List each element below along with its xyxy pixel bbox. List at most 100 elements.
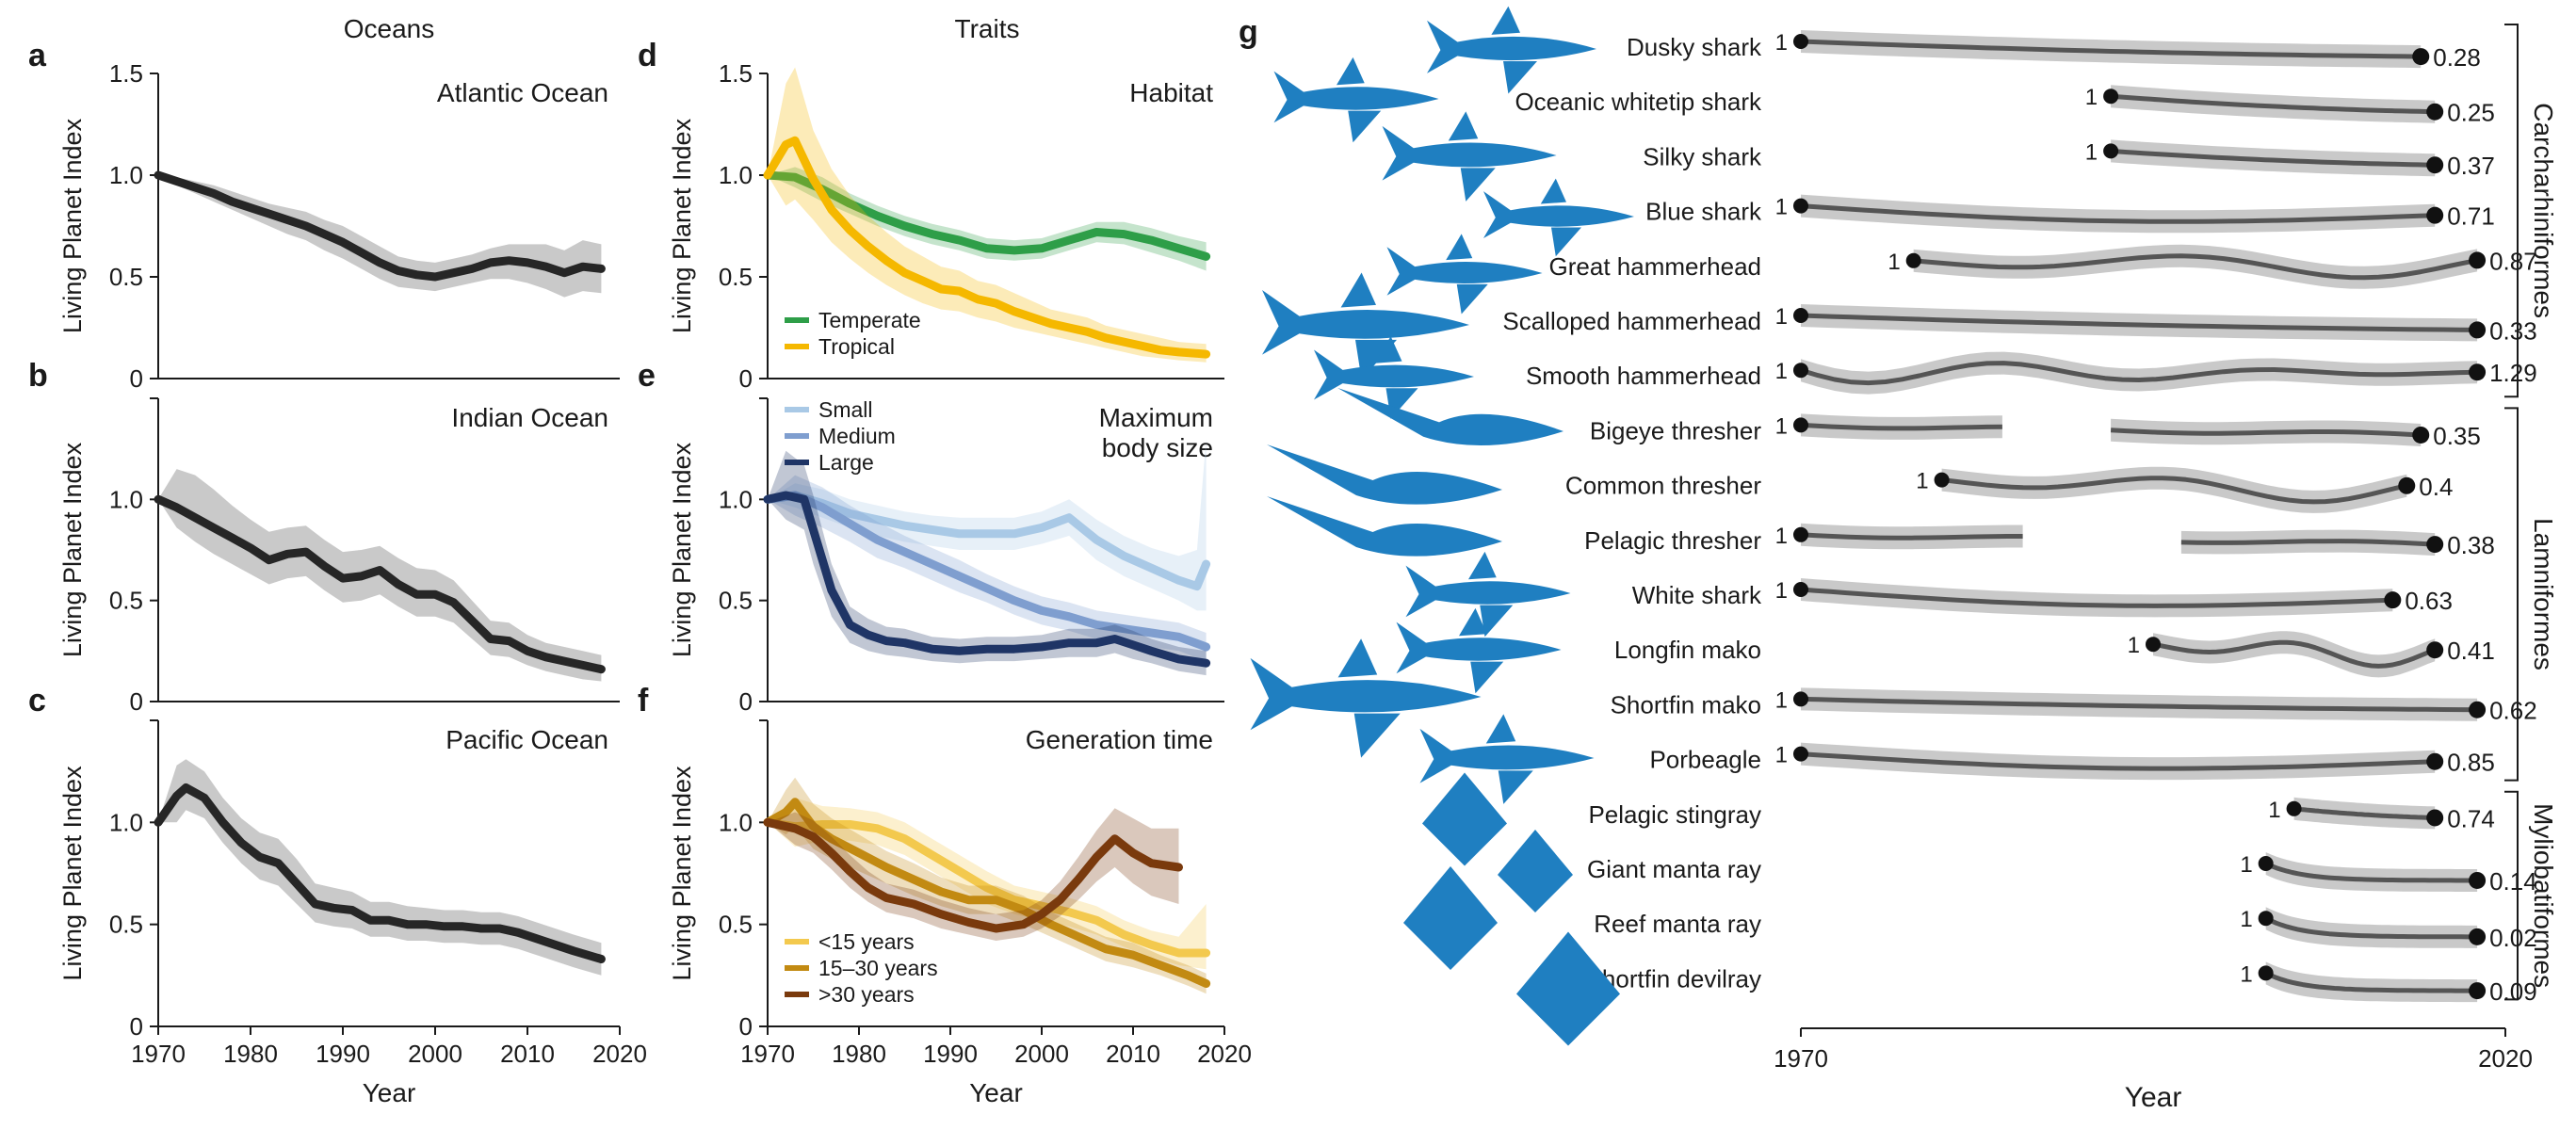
- species-row: Shortfin mako 1 0.62: [1611, 687, 2537, 725]
- y-tick-label: 1.5: [719, 59, 753, 88]
- panel-g-species-trends: Dusky shark 1 0.28 Oceanic whitetip shark 1 0…: [1502, 24, 2558, 1113]
- species-name: Pelagic thresher: [1584, 526, 1761, 555]
- start-label: 1: [2128, 633, 2140, 658]
- end-value-label: 1.29: [2489, 359, 2537, 387]
- species-name: Porbeagle: [1649, 746, 1761, 774]
- start-label: 1: [1775, 413, 1788, 439]
- end-point: [2469, 982, 2487, 1000]
- confidence-band: [768, 777, 1207, 994]
- panel-title: Pacific Ocean: [446, 725, 608, 754]
- confidence-band: [1801, 194, 2436, 234]
- species-name: Bigeye thresher: [1590, 416, 1761, 444]
- end-value-label: 0.14: [2489, 867, 2537, 896]
- species-row: Silky shark 1 0.37: [1643, 139, 2495, 180]
- y-tick-label: 0.5: [109, 263, 143, 291]
- end-point: [2412, 48, 2430, 66]
- order-label: Myliobatiformes: [2529, 803, 2558, 988]
- confidence-band: [1801, 742, 2436, 781]
- ray-silhouette-icon: [1422, 772, 1507, 866]
- start-point: [1793, 363, 1808, 379]
- confidence-band: [158, 175, 602, 298]
- end-value-label: 0.62: [2489, 697, 2537, 725]
- start-point: [2103, 143, 2119, 159]
- column-title-oceans: Oceans: [344, 14, 435, 43]
- order-label: Carcharhiniformes: [2529, 103, 2558, 318]
- bracket-line: [2504, 407, 2519, 782]
- end-value-label: 0.63: [2405, 587, 2453, 615]
- bracket-line: [2504, 24, 2519, 398]
- species-row: Reef manta ray 1 0.02: [1594, 907, 2537, 952]
- start-point: [2258, 911, 2274, 927]
- series-line: [154, 170, 606, 282]
- species-name: Pelagic stingray: [1588, 800, 1761, 829]
- legend-label: Large: [818, 450, 874, 475]
- start-label: 1: [2085, 85, 2098, 110]
- trend-line: [2110, 148, 2436, 168]
- y-tick-label: 1.0: [719, 485, 753, 513]
- series-line: [763, 798, 1211, 988]
- y-tick-label: 0.5: [109, 911, 143, 939]
- species-row: Pelagic thresher 1 0.38: [1584, 523, 2495, 559]
- y-axis-title: Living Planet Index: [58, 442, 87, 657]
- panel-b: 0 0.5 1.0 Living Planet Index Indian Ocean: [58, 397, 620, 716]
- confidence-band: [768, 475, 1207, 662]
- y-tick-label: 0.5: [719, 587, 753, 615]
- end-point: [2469, 363, 2487, 381]
- order-bracket: Carcharhiniformes: [2504, 24, 2558, 398]
- species-name: Giant manta ray: [1587, 855, 1761, 883]
- species-name: White shark: [1632, 581, 1762, 609]
- species-row: Pelagic stingray 1 0.74: [1588, 797, 2495, 832]
- trend-line: [1800, 422, 2002, 431]
- end-value-label: 0.02: [2489, 924, 2537, 952]
- confidence-band: [2153, 631, 2436, 678]
- start-point: [1793, 691, 1808, 707]
- end-point: [2426, 103, 2444, 121]
- series-line: [763, 491, 1211, 591]
- species-row: Dusky shark 1 0.28: [1627, 30, 2481, 72]
- panel-title: body size: [1102, 433, 1213, 462]
- start-point: [2258, 965, 2274, 981]
- shark-silhouette-icon: [1314, 336, 1474, 419]
- end-value-label: 0.37: [2447, 152, 2495, 180]
- start-point: [1934, 472, 1950, 488]
- y-tick-label: 0: [739, 1012, 753, 1041]
- end-value-label: 0.74: [2447, 804, 2495, 832]
- species-row: Common thresher 1 0.4: [1565, 466, 2453, 513]
- start-point: [1905, 252, 1921, 268]
- start-point: [1793, 308, 1808, 323]
- trend-line: [2110, 428, 2422, 438]
- end-point: [2469, 701, 2487, 718]
- start-label: 1: [1916, 469, 1928, 494]
- species-row: Blue shark 1 0.71: [1645, 194, 2495, 234]
- panel-f: 0 0.5 1.0 1970 1980 1990 2000 2010 2020 Year Livin…: [668, 719, 1252, 1107]
- order-bracket: Lamniformes: [2504, 407, 2558, 782]
- x-tick-label: 2020: [1197, 1040, 1252, 1068]
- column-title-traits: Traits: [955, 14, 1020, 43]
- thresher-silhouette-icon: [1337, 387, 1563, 446]
- start-point: [1793, 746, 1808, 762]
- species-name: Smooth hammerhead: [1526, 362, 1761, 390]
- x-tick-label: 1990: [923, 1040, 978, 1068]
- start-label: 1: [1775, 359, 1788, 384]
- trend-line: [1800, 587, 2393, 608]
- start-point: [2286, 800, 2302, 816]
- end-point: [2426, 536, 2444, 554]
- species-name: Reef manta ray: [1594, 910, 1761, 938]
- y-tick-label: 1.0: [109, 485, 143, 513]
- trend-line: [2293, 806, 2436, 820]
- trend-line: [2110, 93, 2436, 115]
- shark-silhouette-icon: [1419, 714, 1595, 804]
- x-tick-label: 1970: [1774, 1044, 1828, 1073]
- order-label: Lamniformes: [2529, 518, 2558, 670]
- y-tick-label: 1.0: [719, 808, 753, 836]
- trend-line: [2152, 639, 2437, 669]
- series-line: [763, 491, 1211, 668]
- panel-letter-e: e: [638, 358, 656, 394]
- trend-line: [1800, 203, 2436, 224]
- start-label: 1: [2240, 961, 2252, 987]
- panel-letter-c: c: [28, 683, 46, 718]
- end-point: [2469, 321, 2487, 339]
- shark-silhouette-icon: [1396, 607, 1562, 694]
- shark-silhouette-icon: [1405, 551, 1571, 638]
